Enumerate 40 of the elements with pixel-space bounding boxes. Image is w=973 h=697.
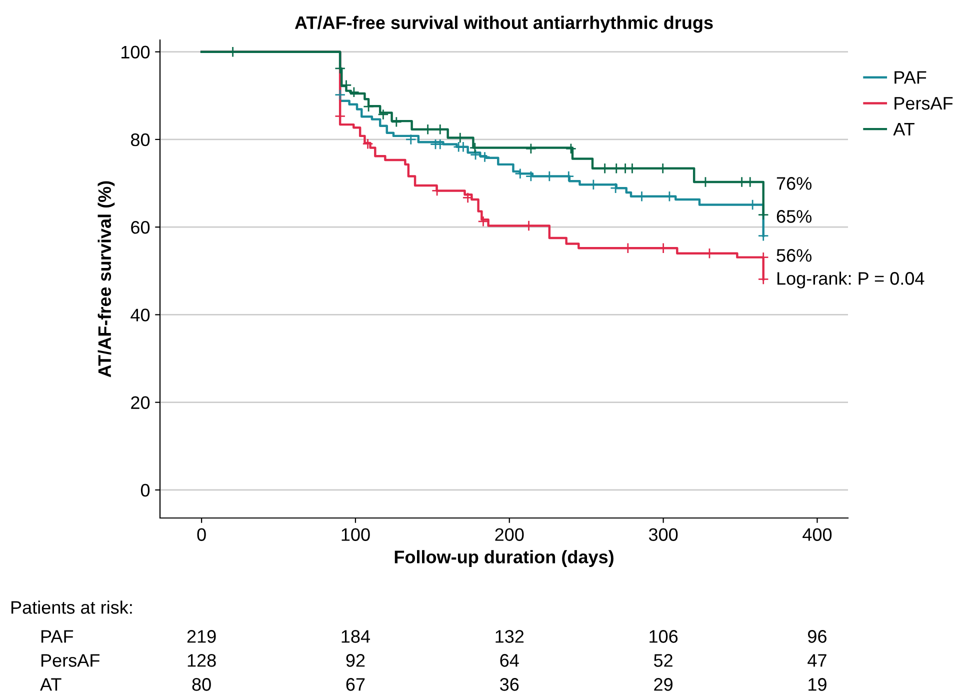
text: 67 (346, 678, 365, 691)
text: 80 (192, 678, 211, 691)
x-axis-title: Follow-up duration (days) (394, 550, 614, 567)
text: Patients at risk: (11, 600, 132, 614)
y-tick-label: 100 (122, 46, 150, 59)
x-tick-label: 100 (342, 528, 370, 541)
text: PAF (41, 630, 74, 643)
x-tick-label: 300 (648, 528, 678, 541)
x-tick-label: 0 (197, 528, 206, 541)
y-axis-title: AT/AF-free survival (%) (98, 181, 115, 378)
chart-title: AT/AF-free survival without antiarrhythmic drugs (294, 16, 713, 33)
legend-label: PAF (894, 71, 926, 84)
text: 29 (654, 678, 672, 691)
text: 128 (188, 654, 216, 667)
text: 184 (342, 630, 370, 643)
y-tick-label: 0 (140, 484, 150, 497)
legend-label: PersAF (894, 97, 953, 110)
x-tick-label: 400 (802, 528, 832, 541)
annotation: 76% (776, 177, 812, 190)
y-tick-label: 60 (131, 221, 150, 234)
text: PersAF (41, 654, 100, 667)
text: 36 (500, 678, 519, 691)
text: AT (40, 678, 62, 691)
text: 19 (808, 678, 826, 691)
y-tick-label: 40 (130, 308, 150, 322)
text: 47 (808, 654, 826, 667)
annotation: 56% (776, 249, 812, 262)
text: 64 (500, 654, 519, 667)
text: 92 (346, 654, 365, 667)
y-tick-label: 80 (130, 133, 150, 146)
annotation: 65% (776, 210, 812, 223)
text: 52 (654, 654, 672, 667)
legend-label: AT (893, 122, 914, 136)
text: 106 (650, 630, 678, 643)
text: 219 (187, 630, 216, 643)
text: 96 (808, 630, 826, 643)
text: 132 (496, 630, 524, 643)
y-tick-label: 20 (131, 396, 150, 410)
x-tick-label: 200 (495, 528, 524, 541)
annotation: Log-rank: P = 0.04 (777, 272, 924, 288)
